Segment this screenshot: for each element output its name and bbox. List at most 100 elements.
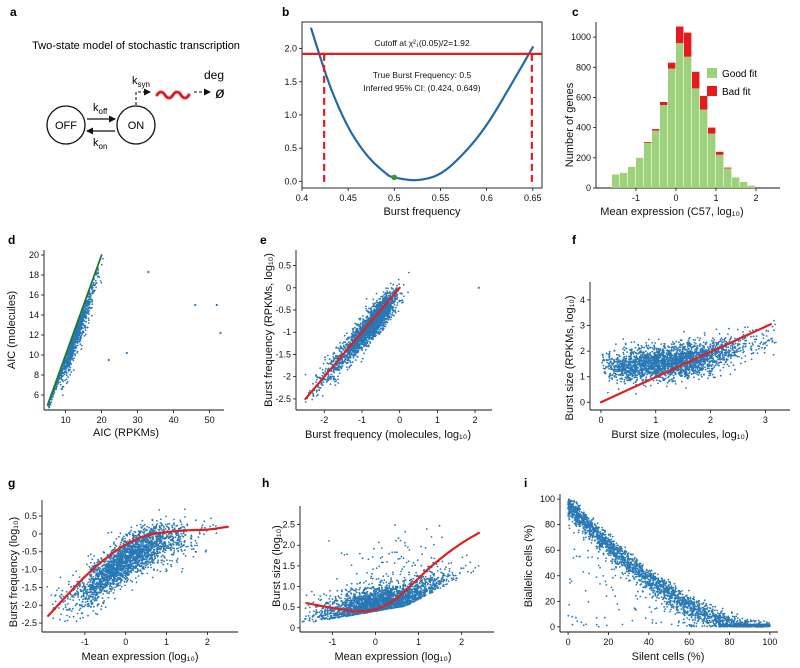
aic-point: [85, 304, 88, 306]
empty-set-icon: ø: [215, 85, 225, 102]
aic-point: [91, 286, 93, 289]
y-tick-label-c: 800: [576, 62, 591, 72]
size-point: [744, 360, 746, 363]
frequency-point: [312, 393, 315, 396]
size-point: [715, 328, 718, 331]
frequency-point: [317, 376, 319, 379]
frequency-point: [340, 367, 343, 370]
frequency-point: [339, 345, 342, 348]
frequency-point: [328, 358, 331, 360]
frequency-point: [337, 375, 339, 378]
aic-point: [87, 322, 90, 324]
frequency-point: [355, 327, 358, 330]
size-point: [710, 359, 713, 362]
frequency-point: [351, 361, 354, 364]
aic-point: [84, 324, 86, 327]
size-point: [624, 343, 627, 346]
frequency-point: [391, 314, 394, 316]
bar-good-fit: [732, 177, 740, 188]
frequency-point: [378, 303, 380, 305]
size-point: [605, 352, 608, 355]
frequency-point: [361, 327, 364, 330]
frequency-point: [329, 383, 332, 385]
xlabel-c: Mean expression (C57, log₁₀): [600, 206, 743, 218]
aic-point: [88, 295, 91, 298]
size-point: [727, 349, 730, 352]
frequency-point: [373, 309, 376, 312]
x-tick-label-b: 0.55: [432, 193, 450, 203]
size-point: [658, 379, 661, 382]
frequency-point: [389, 312, 392, 315]
aic-point: [63, 364, 66, 367]
frequency-point: [363, 319, 366, 322]
size-point: [642, 384, 645, 386]
frequency-point: [387, 318, 390, 321]
frequency-point: [390, 300, 392, 303]
bar-bad-fit: [700, 95, 708, 110]
frequency-point: [347, 361, 349, 364]
size-point: [682, 345, 684, 348]
frequency-point: [378, 318, 380, 320]
aic-outlier: [215, 303, 218, 307]
y-tick-label-c: 400: [576, 123, 591, 133]
xlabel-d: AIC (RPKMs): [93, 427, 159, 439]
aic-point: [66, 362, 69, 364]
frequency-point: [383, 312, 386, 315]
size-point: [752, 335, 755, 338]
frequency-point: [387, 297, 389, 299]
y-tick-label-c: 200: [576, 153, 591, 163]
size-point: [739, 362, 742, 365]
size-point: [727, 333, 729, 335]
aic-point: [90, 295, 92, 297]
aic-point: [78, 332, 80, 335]
panel-label-c: c: [572, 5, 579, 19]
x-tick-label-e: 0: [397, 415, 402, 425]
size-point: [734, 337, 736, 340]
size-point: [608, 367, 610, 370]
panel-label-f: f: [572, 233, 577, 247]
frequency-point: [395, 306, 397, 309]
frequency-point: [359, 327, 362, 330]
aic-point: [62, 374, 64, 377]
size-point: [712, 367, 714, 370]
frequency-point: [334, 384, 337, 386]
aic-point: [86, 306, 88, 308]
plot-e: -2 -1 0 1 20.50-0.5-1-1.5-2-2.5: [275, 250, 492, 425]
bar-bad-fit: [716, 151, 724, 155]
frequency-point: [349, 355, 352, 358]
frequency-point: [369, 342, 372, 344]
aic-point: [84, 311, 87, 314]
size-point: [750, 358, 753, 361]
size-point: [729, 373, 732, 376]
frequency-point: [338, 348, 341, 350]
frequency-point: [365, 316, 367, 319]
aic-point: [70, 346, 72, 349]
frequency-point: [326, 379, 329, 381]
frequency-point: [335, 357, 337, 360]
aic-point: [81, 314, 84, 317]
aic-point: [100, 282, 103, 284]
aic-point: [97, 271, 99, 274]
frequency-point: [362, 336, 364, 338]
frequency-point: [379, 329, 381, 331]
frequency-point: [339, 341, 341, 344]
aic-point: [51, 398, 53, 401]
size-point: [664, 343, 666, 345]
frequency-point: [374, 322, 377, 325]
size-point: [623, 378, 626, 381]
aic-point: [80, 318, 83, 321]
xlabel-b: Burst frequency: [383, 206, 461, 218]
size-point: [732, 364, 735, 367]
y-tick-label-b: 2.0: [284, 44, 297, 54]
frequency-point: [349, 357, 352, 359]
frequency-point: [322, 381, 325, 383]
frequency-point: [394, 312, 397, 314]
y-tick-label-f: 2: [580, 346, 585, 356]
size-point: [654, 342, 657, 344]
size-point: [729, 344, 732, 347]
bar-bad-fit: [684, 32, 692, 57]
frequency-point: [392, 300, 395, 303]
y-tick-label-b: 1.5: [284, 77, 297, 87]
size-point: [625, 355, 628, 358]
